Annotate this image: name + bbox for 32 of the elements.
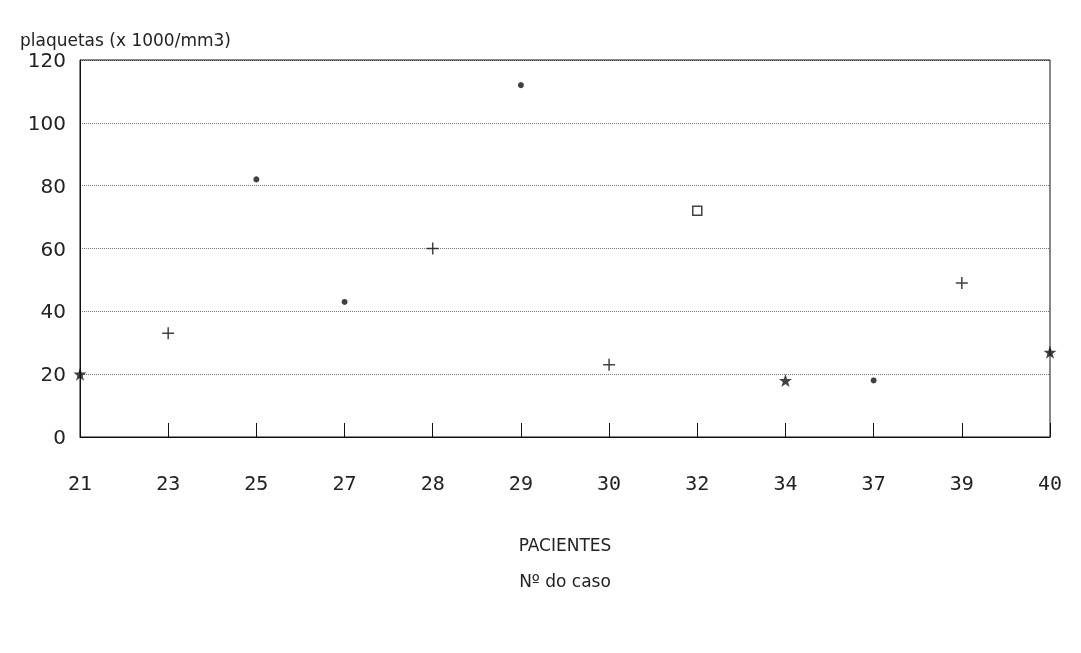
- x-tick-label: 28: [420, 471, 445, 495]
- point: [955, 276, 969, 290]
- point: [425, 241, 440, 256]
- x-axis-title: PACIENTES Nº do caso: [518, 535, 612, 591]
- x-tick-label: 29: [508, 471, 533, 495]
- point: [517, 82, 524, 89]
- x-tick-label: 27: [332, 471, 357, 495]
- x-tick-label: 34: [773, 471, 798, 495]
- point: [253, 176, 260, 183]
- point: [778, 373, 792, 387]
- x-tick-label: 25: [244, 471, 269, 495]
- y-tick-label: 20: [40, 362, 66, 387]
- y-tick-label: 40: [40, 299, 66, 324]
- x-tick-label: 32: [685, 471, 710, 495]
- y-tick-label: 0: [53, 425, 66, 449]
- point: [1043, 345, 1057, 359]
- x-tick-label: 39: [949, 471, 974, 495]
- y-tick-label: 100: [27, 110, 66, 135]
- x-tick-label: 40: [1037, 471, 1063, 495]
- point: [870, 377, 877, 384]
- x-tick-label: 30: [597, 471, 622, 495]
- point: [161, 326, 175, 341]
- point: [341, 298, 348, 305]
- x-tick-label: 21: [67, 471, 93, 495]
- y-tick-label: 80: [40, 173, 66, 198]
- point: [692, 205, 703, 217]
- y-tick-label: 60: [40, 236, 66, 261]
- x-tick-label: 37: [861, 471, 886, 495]
- y-axis-title: plaquetas (x 1000/mm3): [20, 29, 231, 50]
- point: [73, 367, 87, 381]
- point: [602, 357, 616, 372]
- x-tick-label: 23: [156, 471, 181, 495]
